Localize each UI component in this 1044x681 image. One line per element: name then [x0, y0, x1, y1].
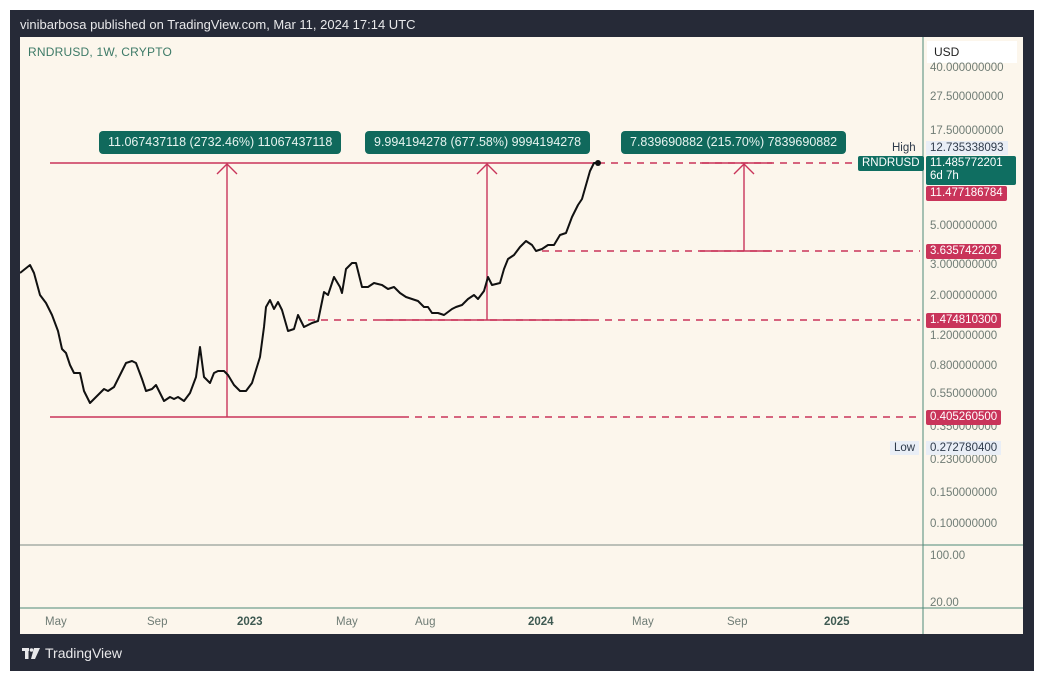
y-tick: 40.000000000	[930, 62, 1004, 74]
y-tick: 5.000000000	[930, 220, 998, 232]
x-tick: Sep	[727, 616, 748, 628]
measure-label[interactable]: 11.067437118 (2732.46%) 11067437118	[99, 131, 342, 154]
measure-label[interactable]: 9.994194278 (677.58%) 9994194278	[365, 131, 591, 154]
y-tick: 3.000000000	[930, 259, 998, 271]
y-tick: 27.500000000	[930, 91, 1004, 103]
y-tick: 0.150000000	[930, 487, 998, 499]
y-tick: 0.800000000	[930, 360, 998, 372]
y-tick: 17.500000000	[930, 125, 1004, 137]
symbol-title: RNDRUSD, 1W, CRYPTO	[28, 45, 173, 59]
tradingview-logo-icon	[22, 647, 40, 659]
high-value: 12.735338093	[926, 141, 1008, 155]
symbol-price-tag: RNDRUSD	[858, 156, 924, 171]
measure-label[interactable]: 7.839690882 (215.70%) 7839690882	[621, 131, 847, 154]
y-tick: 1.200000000	[930, 330, 998, 342]
high-label: High	[892, 142, 916, 154]
level-label: 11.477186784	[926, 186, 1007, 201]
level-label: 1.474810300	[926, 313, 1002, 328]
indicator-tick: 100.00	[930, 550, 966, 562]
brand-name: TradingView	[45, 645, 123, 661]
currency-selector[interactable]: USD	[927, 41, 1017, 63]
y-tick: 2.000000000	[930, 290, 998, 302]
current-price: 11.485772201	[930, 157, 1003, 169]
bar-countdown: 6d 7h	[930, 170, 959, 182]
x-tick: Aug	[415, 616, 436, 628]
x-tick: May	[336, 616, 358, 628]
chart-area[interactable]: RNDRUSD, 1W, CRYPTO USD 40.000000000 27.…	[20, 37, 1023, 634]
y-tick: 0.550000000	[930, 388, 998, 400]
low-label: Low	[890, 441, 920, 455]
y-tick: 0.230000000	[930, 454, 998, 466]
x-tick: May	[632, 616, 654, 628]
indicator-tick: 20.00	[930, 597, 959, 609]
x-tick-year: 2025	[824, 616, 850, 628]
tradingview-brand[interactable]: TradingView	[22, 645, 122, 661]
published-header: vinibarbosa published on TradingView.com…	[20, 17, 416, 32]
x-tick-year: 2023	[237, 616, 263, 628]
level-label: 3.635742202	[926, 244, 1002, 259]
current-price-tag: 11.485772201 6d 7h	[926, 156, 1016, 185]
low-value: 0.272780400	[926, 441, 1002, 455]
level-label: 0.405260500	[926, 410, 1002, 425]
x-tick: Sep	[147, 616, 168, 628]
y-tick: 0.100000000	[930, 518, 998, 530]
price-plot	[20, 37, 1023, 634]
x-tick: May	[45, 616, 67, 628]
x-tick-year: 2024	[528, 616, 554, 628]
